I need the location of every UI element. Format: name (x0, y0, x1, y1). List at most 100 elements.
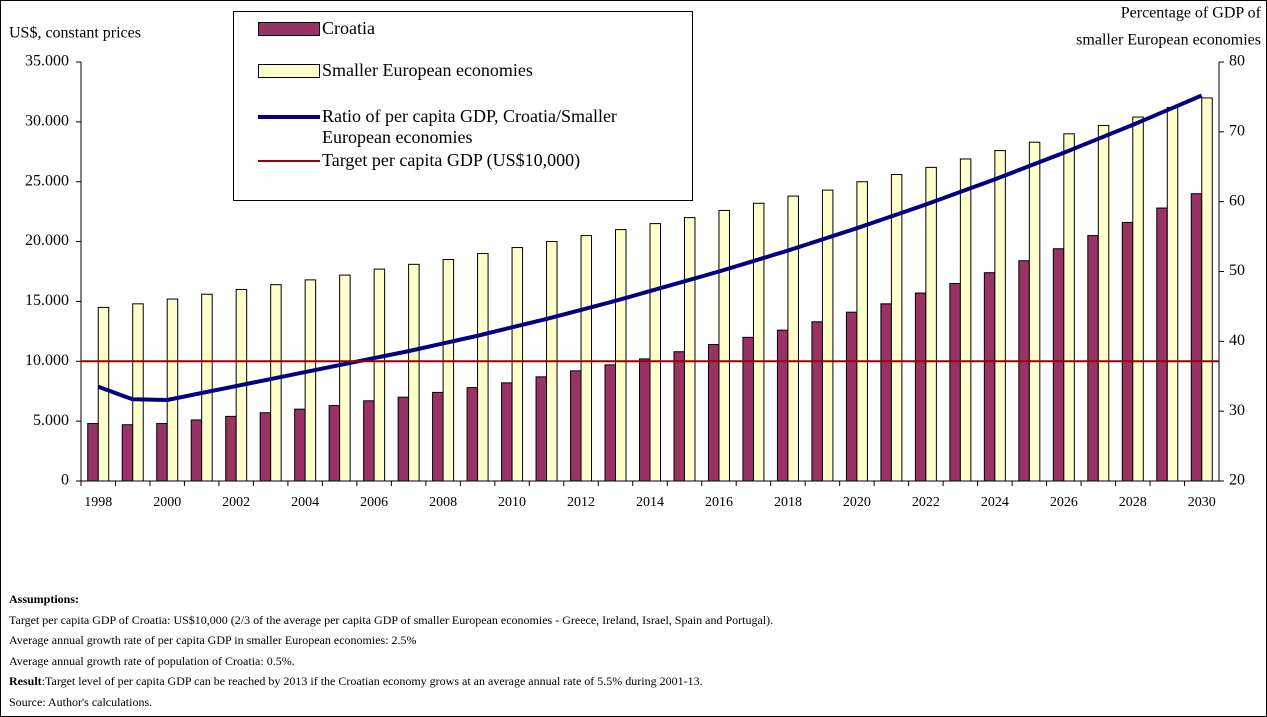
x-tick-label: 2024 (981, 495, 1009, 510)
legend-swatch (258, 160, 320, 162)
bar (615, 229, 627, 482)
bar (1166, 106, 1179, 482)
bar (776, 329, 789, 482)
note-line: Average annual growth rate of population… (9, 653, 295, 668)
bar (639, 358, 651, 482)
x-tick-label: 2016 (705, 495, 733, 510)
result-line: Result:Target level of per capita GDP ca… (9, 671, 773, 692)
bar (1097, 124, 1110, 482)
x-tick-label: 2012 (567, 495, 595, 510)
bar (166, 298, 179, 482)
source: Source: Author's calculations. (9, 694, 153, 709)
legend-label: Ratio of per capita GDP, Croatia/Smaller… (322, 106, 617, 147)
ratio-line (97, 93, 1203, 402)
y-tick-label: 0 (61, 472, 69, 489)
bar (752, 202, 765, 482)
bar (259, 412, 272, 482)
bar (959, 158, 972, 482)
result-text: :Target level of per capita GDP can be r… (41, 674, 703, 688)
bar (501, 382, 513, 482)
bar (339, 274, 351, 482)
legend-swatch (258, 64, 320, 78)
x-tick-label: 2018 (774, 495, 802, 510)
x-tick-label: 2014 (636, 495, 664, 510)
bar (121, 424, 134, 482)
y2-tick-label: 80 (1229, 53, 1245, 70)
bar (914, 292, 927, 482)
legend-item: Croatia (258, 18, 682, 39)
y2-axis-title: smaller European economies (1076, 32, 1261, 49)
y-tick-label: 10.000 (25, 352, 69, 369)
legend-label: Croatia (322, 18, 375, 38)
bar (683, 217, 696, 482)
bar (580, 235, 593, 482)
x-tick-label: 2026 (1050, 495, 1078, 510)
bar (190, 419, 203, 482)
bar (397, 396, 410, 482)
bar (949, 282, 961, 482)
bar (201, 293, 213, 482)
bar (408, 263, 420, 482)
legend-swatch (258, 115, 320, 119)
legend-item: Target per capita GDP (US$10,000) (258, 150, 682, 171)
bar (707, 344, 720, 482)
bar (787, 195, 799, 482)
bar (1052, 248, 1065, 482)
note-line: Target per capita GDP of Croatia: US$10,… (9, 612, 774, 627)
x-tick-label: 2000 (153, 495, 181, 510)
bar (994, 150, 1006, 482)
x-tick-label: 2020 (843, 495, 871, 510)
bar (466, 387, 479, 482)
x-tick-label: 2002 (222, 495, 250, 510)
bar (1018, 260, 1030, 482)
y-axis-title: US$, constant prices (9, 25, 141, 42)
bar (535, 376, 548, 482)
legend-swatch (258, 22, 320, 36)
bar (373, 268, 386, 482)
notes: Assumptions: Target per capita GDP of Cr… (9, 589, 773, 712)
y2-tick-label: 20 (1229, 472, 1245, 489)
x-tick-label: 2022 (912, 495, 940, 510)
legend: Croatia Smaller European economies Ratio o… (233, 11, 693, 201)
bar (1132, 116, 1144, 482)
y2-tick-label: 30 (1229, 402, 1245, 419)
y2-tick-label: 70 (1229, 123, 1245, 140)
bar (880, 303, 892, 482)
bar (270, 284, 282, 482)
bar (845, 311, 858, 482)
bar (673, 351, 685, 482)
y2-axis-title: Percentage of GDP of (1121, 5, 1262, 22)
bar (156, 423, 168, 482)
y-tick-label: 25.000 (25, 172, 69, 189)
bar (856, 181, 868, 482)
bar (511, 247, 524, 482)
y-tick-label: 20.000 (25, 232, 69, 249)
bar (649, 223, 661, 482)
bar (1156, 207, 1168, 482)
x-tick-label: 2028 (1119, 495, 1147, 510)
legend-label: Target per capita GDP (US$10,000) (322, 150, 581, 170)
y-tick-label: 35.000 (25, 53, 69, 70)
bar (983, 272, 996, 482)
bar (442, 259, 455, 482)
bar (328, 405, 341, 482)
bar (1063, 133, 1075, 482)
bar (132, 303, 144, 482)
bar (811, 321, 823, 482)
bar (718, 209, 730, 482)
y-tick-label: 15.000 (25, 292, 69, 309)
bar (570, 370, 582, 482)
bar (742, 336, 754, 482)
bar (432, 391, 444, 482)
x-tick-label: 2008 (429, 495, 457, 510)
y-tick-label: 30.000 (25, 113, 69, 130)
bar (1028, 141, 1041, 482)
bar (604, 364, 617, 482)
bar (363, 400, 375, 482)
x-tick-label: 2010 (498, 495, 526, 510)
bar (97, 306, 110, 482)
x-tick-label: 2006 (360, 495, 388, 510)
legend-item: Ratio of per capita GDP, Croatia/Smaller… (258, 106, 682, 148)
